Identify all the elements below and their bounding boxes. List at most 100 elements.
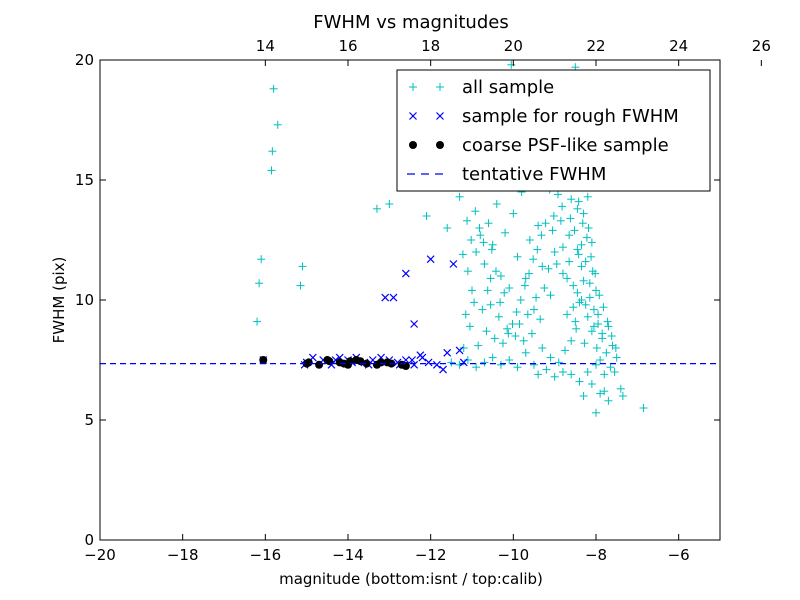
point-all-sample-152 bbox=[459, 344, 468, 352]
point-all-sample-165 bbox=[599, 303, 608, 312]
legend-label: tentative FWHM bbox=[462, 164, 606, 185]
point-all-sample-6 bbox=[273, 120, 282, 129]
point-stroke-b bbox=[331, 356, 340, 364]
point-all-sample-115 bbox=[558, 368, 567, 376]
point-all-sample-188 bbox=[483, 286, 492, 295]
top-tick-label: 22 bbox=[586, 37, 605, 55]
point-all-sample-96 bbox=[561, 346, 569, 355]
point-psf-like-3 bbox=[315, 360, 324, 369]
top-tick-label: 14 bbox=[256, 37, 275, 55]
point-all-sample-15 bbox=[463, 267, 472, 276]
x-tick-label: −10 bbox=[498, 546, 530, 564]
top-tick-label: 24 bbox=[669, 37, 688, 55]
point-all-sample-55 bbox=[583, 312, 592, 321]
point-all-sample-181 bbox=[512, 308, 521, 316]
point-all-sample-43 bbox=[567, 195, 576, 204]
point-all-sample-9 bbox=[372, 204, 381, 213]
legend-item: coarse PSF-like sample bbox=[409, 135, 669, 156]
point-all-sample-32 bbox=[534, 221, 543, 230]
point-all-sample-144 bbox=[511, 332, 520, 340]
x-tick-label: −14 bbox=[332, 546, 364, 564]
point-all-sample-106 bbox=[480, 358, 489, 367]
point-all-sample-27 bbox=[513, 252, 522, 261]
point-all-sample-127 bbox=[577, 262, 586, 271]
legend-item: all sample bbox=[409, 77, 554, 98]
point-all-sample-77 bbox=[639, 404, 648, 412]
point-all-sample-140 bbox=[527, 329, 536, 338]
point-all-sample-190 bbox=[475, 224, 484, 232]
point-all-sample-136 bbox=[544, 264, 553, 273]
point-all-sample-93 bbox=[577, 296, 586, 304]
y-axis-label: FWHM (pix) bbox=[50, 257, 68, 344]
point-all-sample-113 bbox=[575, 377, 584, 386]
point-all-sample-155 bbox=[470, 298, 479, 307]
point-rough-fwhm-29 bbox=[408, 356, 416, 364]
point-all-sample-94 bbox=[571, 317, 580, 326]
point-all-sample-90 bbox=[587, 238, 596, 247]
chart-title: FWHM vs magnitudes bbox=[313, 12, 508, 33]
point-all-sample-116 bbox=[550, 372, 559, 381]
point-all-sample-105 bbox=[488, 353, 497, 362]
point-all-sample-47 bbox=[573, 204, 582, 213]
point-all-sample-14 bbox=[468, 286, 476, 295]
point-rough-fwhm-26 bbox=[426, 255, 435, 264]
point-all-sample-177 bbox=[529, 255, 538, 264]
point-all-sample-26 bbox=[509, 209, 518, 218]
point-all-sample-91 bbox=[579, 209, 588, 218]
point-all-sample-67 bbox=[602, 348, 611, 357]
point-all-sample-legend1 bbox=[436, 83, 444, 91]
point-all-sample-63 bbox=[594, 320, 603, 328]
point-all-sample-19 bbox=[484, 219, 493, 228]
point-all-sample-102 bbox=[513, 363, 522, 372]
legend-item: sample for rough FWHM bbox=[409, 106, 679, 127]
point-psf-like-14 bbox=[377, 358, 386, 367]
point-psf-like-0 bbox=[259, 356, 268, 364]
point-all-sample-151 bbox=[465, 322, 474, 331]
point-stroke-b bbox=[459, 358, 468, 367]
point-all-sample-171 bbox=[553, 190, 562, 199]
point-rough-fwhm-20 bbox=[455, 346, 464, 355]
point-all-sample-72 bbox=[612, 353, 621, 362]
point-all-sample-12 bbox=[443, 224, 452, 232]
point-all-sample-30 bbox=[525, 236, 534, 244]
point-all-sample-154 bbox=[478, 305, 487, 314]
point-all-sample-5 bbox=[269, 84, 278, 93]
point-all-sample-166 bbox=[603, 317, 612, 326]
point-all-sample-52 bbox=[579, 276, 588, 285]
point-rough-fwhm-17 bbox=[432, 360, 441, 369]
point-all-sample-189 bbox=[479, 238, 488, 247]
point-all-sample-48 bbox=[574, 250, 583, 259]
point-all-sample-51 bbox=[577, 240, 586, 249]
point-all-sample-134 bbox=[552, 260, 561, 268]
point-all-sample-157 bbox=[566, 214, 575, 223]
top-tick-label: 20 bbox=[504, 37, 523, 55]
point-rough-fwhm-25 bbox=[410, 320, 419, 328]
point-all-sample-38 bbox=[556, 216, 565, 225]
point-all-sample-7 bbox=[296, 281, 305, 290]
point-all-sample-3 bbox=[267, 166, 276, 175]
point-all-sample-60 bbox=[589, 305, 598, 314]
point-all-sample-146 bbox=[499, 339, 507, 348]
top-tick-label: 16 bbox=[338, 37, 357, 55]
point-all-sample-68 bbox=[604, 322, 613, 331]
point-all-sample-95 bbox=[567, 336, 576, 345]
point-all-sample-33 bbox=[538, 262, 547, 271]
point-all-sample-36 bbox=[550, 248, 559, 256]
point-all-sample-148 bbox=[490, 334, 499, 343]
point-all-sample-193 bbox=[463, 216, 472, 225]
point-all-sample-13 bbox=[455, 192, 464, 201]
point-rough-fwhm-18 bbox=[439, 365, 447, 374]
point-all-sample-125 bbox=[569, 303, 578, 312]
point-stroke-b bbox=[432, 360, 441, 369]
point-all-sample-109 bbox=[455, 360, 464, 369]
point-all-sample-122 bbox=[604, 396, 613, 405]
point-all-sample-111 bbox=[592, 360, 600, 369]
point-all-sample-1 bbox=[255, 279, 264, 288]
point-stroke-b bbox=[401, 269, 410, 278]
y-tick-label: 5 bbox=[84, 411, 94, 429]
point-all-sample-57 bbox=[585, 293, 594, 302]
point-all-sample-2 bbox=[257, 255, 266, 264]
point-all-sample-17 bbox=[476, 231, 485, 240]
legend-box bbox=[396, 69, 711, 192]
